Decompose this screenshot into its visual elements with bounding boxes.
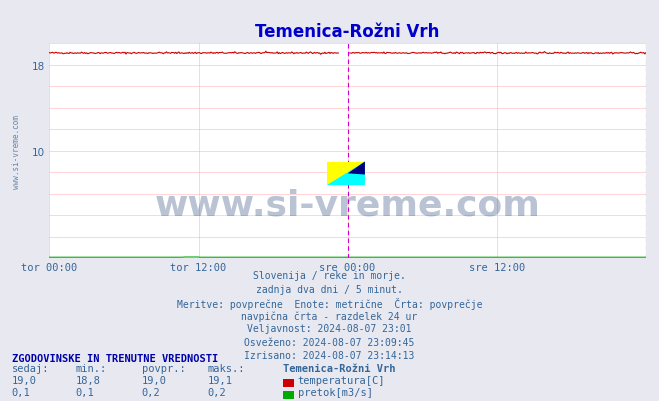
Text: 18,8: 18,8 [76,375,101,385]
Text: 0,1: 0,1 [76,387,94,397]
Bar [327,162,365,186]
Text: www.si-vreme.com: www.si-vreme.com [12,114,21,188]
Text: 0,2: 0,2 [142,387,160,397]
Text: 19,0: 19,0 [12,375,37,385]
Text: temperatura[C]: temperatura[C] [298,375,386,385]
Text: Temenica-Rožni Vrh: Temenica-Rožni Vrh [283,364,396,373]
Text: zadnja dva dni / 5 minut.: zadnja dva dni / 5 minut. [256,284,403,294]
Text: Meritve: povprečne  Enote: metrične  Črta: povprečje: Meritve: povprečne Enote: metrične Črta:… [177,297,482,309]
Text: maks.:: maks.: [208,364,245,373]
Text: 19,1: 19,1 [208,375,233,385]
Polygon shape [327,162,365,186]
Text: www.si-vreme.com: www.si-vreme.com [155,188,540,222]
Text: Izrisano: 2024-08-07 23:14:13: Izrisano: 2024-08-07 23:14:13 [244,350,415,360]
Text: Slovenija / reke in morje.: Slovenija / reke in morje. [253,271,406,281]
Title: Temenica-Rožni Vrh: Temenica-Rožni Vrh [256,23,440,41]
Text: 19,0: 19,0 [142,375,167,385]
Polygon shape [348,162,365,175]
Text: Veljavnost: 2024-08-07 23:01: Veljavnost: 2024-08-07 23:01 [247,324,412,334]
Text: 0,2: 0,2 [208,387,226,397]
Text: sedaj:: sedaj: [12,364,49,373]
Text: min.:: min.: [76,364,107,373]
Text: pretok[m3/s]: pretok[m3/s] [298,387,373,397]
Text: 0,1: 0,1 [12,387,30,397]
Text: ZGODOVINSKE IN TRENUTNE VREDNOSTI: ZGODOVINSKE IN TRENUTNE VREDNOSTI [12,353,218,363]
Text: povpr.:: povpr.: [142,364,185,373]
Text: navpična črta - razdelek 24 ur: navpična črta - razdelek 24 ur [241,310,418,321]
Text: Osveženo: 2024-08-07 23:09:45: Osveženo: 2024-08-07 23:09:45 [244,337,415,347]
